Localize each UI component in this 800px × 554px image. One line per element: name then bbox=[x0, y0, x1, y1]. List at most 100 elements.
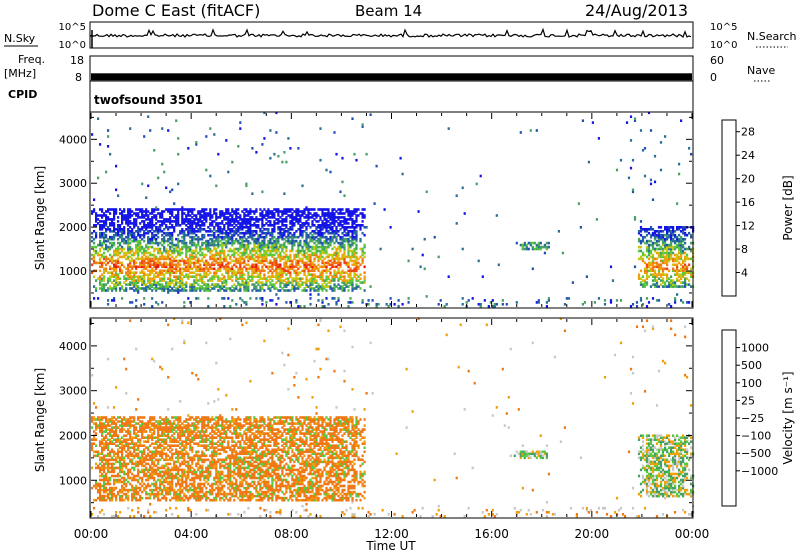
echo-cell bbox=[313, 235, 316, 239]
echo-cell bbox=[189, 222, 192, 225]
echo-cell bbox=[307, 216, 310, 219]
echo-cell bbox=[239, 287, 242, 290]
echo-cell bbox=[323, 212, 326, 215]
echo-cell bbox=[105, 458, 108, 462]
echo-cell bbox=[167, 257, 170, 261]
echo-cell bbox=[639, 239, 643, 243]
echo-cell bbox=[233, 220, 236, 223]
echo-cell bbox=[161, 251, 164, 255]
echo-cell bbox=[113, 494, 116, 498]
echo-cell bbox=[163, 237, 166, 241]
echo-cell bbox=[147, 247, 150, 251]
echo-cell bbox=[235, 212, 238, 215]
echo-cell bbox=[359, 226, 362, 229]
echo-cell bbox=[547, 245, 550, 249]
echo-cell bbox=[117, 216, 120, 219]
echo-cell bbox=[313, 253, 316, 257]
echo-cell bbox=[245, 285, 248, 288]
echo-cell bbox=[531, 267, 534, 271]
echo-cell bbox=[221, 243, 224, 247]
echo-cell bbox=[327, 303, 330, 306]
echo-cell bbox=[149, 277, 152, 280]
echo-cell bbox=[259, 233, 262, 237]
echo-cell bbox=[301, 253, 304, 257]
echo-cell bbox=[143, 303, 146, 306]
echo-cell bbox=[229, 230, 232, 233]
echo-cell bbox=[155, 233, 158, 237]
echo-cell bbox=[527, 247, 530, 251]
echo-cell bbox=[151, 241, 154, 245]
echo-cell bbox=[676, 228, 679, 231]
echo-cell bbox=[137, 212, 140, 215]
echo-cell bbox=[639, 257, 643, 261]
echo-cell bbox=[664, 241, 667, 245]
echo-cell bbox=[349, 297, 352, 300]
echo-cell bbox=[269, 259, 272, 263]
echo-cell bbox=[639, 228, 643, 231]
echo-cell bbox=[139, 265, 142, 269]
echo-cell bbox=[125, 424, 128, 427]
echo-cell bbox=[271, 237, 274, 241]
echo-cell bbox=[131, 424, 134, 427]
echo-cell bbox=[339, 222, 342, 225]
echo-cell bbox=[267, 239, 270, 243]
echo-cell bbox=[205, 267, 208, 271]
echo-cell bbox=[123, 289, 126, 292]
echo-cell bbox=[129, 470, 132, 474]
echo-cell bbox=[521, 243, 524, 247]
echo-cell bbox=[343, 287, 346, 290]
echo-cell bbox=[121, 452, 124, 456]
echo-cell bbox=[651, 279, 655, 282]
echo-cell bbox=[217, 239, 220, 243]
echo-cell bbox=[155, 301, 158, 304]
echo-cell bbox=[293, 265, 296, 269]
echo-cell bbox=[349, 249, 352, 253]
echo-cell bbox=[235, 216, 238, 219]
echo-cell bbox=[235, 261, 238, 265]
echo-cell bbox=[185, 247, 188, 251]
echo-cell bbox=[680, 253, 683, 257]
echo-cell bbox=[305, 214, 308, 217]
echo-cell bbox=[185, 251, 188, 255]
echo-cell bbox=[537, 241, 540, 245]
echo-cell bbox=[289, 208, 292, 211]
echo-cell bbox=[351, 251, 354, 255]
echo-cell bbox=[239, 237, 242, 241]
echo-cell bbox=[215, 271, 218, 274]
echo-cell bbox=[235, 271, 238, 274]
echo-cell bbox=[337, 299, 340, 302]
echo-cell bbox=[127, 235, 130, 239]
echo-cell bbox=[91, 373, 94, 377]
echo-cell bbox=[321, 289, 324, 292]
echo-cell bbox=[183, 289, 186, 292]
echo-cell bbox=[131, 478, 134, 482]
echo-cell bbox=[135, 235, 138, 239]
echo-cell bbox=[303, 241, 306, 245]
echo-cell bbox=[189, 208, 192, 211]
echo-cell bbox=[637, 245, 641, 249]
echo-cell bbox=[233, 287, 236, 290]
echo-cell bbox=[143, 222, 146, 225]
echo-cell bbox=[93, 498, 96, 502]
echo-cell bbox=[147, 257, 150, 261]
echo-cell bbox=[205, 218, 208, 221]
echo-cell bbox=[103, 224, 106, 227]
echo-cell bbox=[195, 261, 198, 265]
echo-cell bbox=[103, 422, 106, 425]
echo-cell bbox=[181, 231, 184, 235]
echo-cell bbox=[93, 430, 96, 433]
echo-cell bbox=[325, 267, 328, 271]
echo-cell bbox=[680, 249, 683, 253]
echo-cell bbox=[259, 269, 262, 273]
echo-cell bbox=[129, 212, 132, 215]
echo-cell bbox=[123, 418, 126, 421]
echo-cell bbox=[315, 289, 318, 292]
echo-cell bbox=[389, 297, 392, 300]
echo-cell bbox=[633, 216, 637, 219]
echo-cell bbox=[277, 226, 280, 229]
echo-cell bbox=[241, 239, 244, 243]
echo-cell bbox=[145, 231, 148, 235]
echo-cell bbox=[333, 279, 336, 282]
echo-cell bbox=[301, 261, 304, 265]
